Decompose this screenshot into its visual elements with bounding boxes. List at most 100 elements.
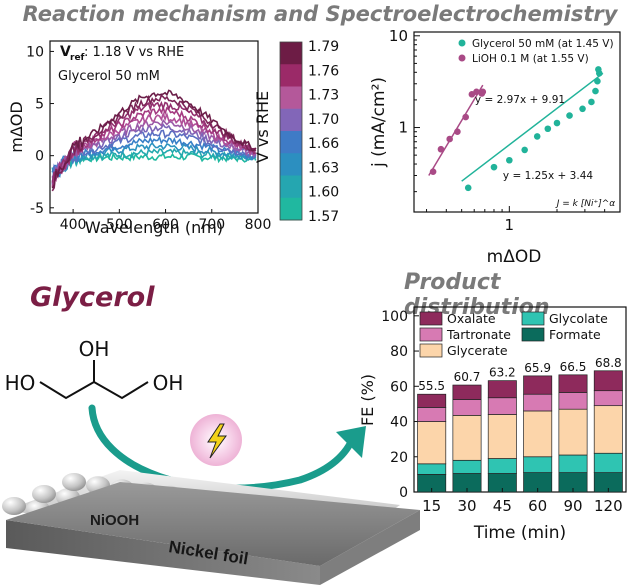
- potential-colorbar: 1.79 1.76 1.73 1.70 1.66 1.63 1.60 1.57: [279, 39, 339, 225]
- data-point-1-0: [429, 168, 437, 175]
- bar-segment-glycolate-60: [523, 456, 553, 473]
- product-ylabel: FE (%): [358, 374, 377, 426]
- bar-segment-glycolate-30: [452, 459, 482, 474]
- bar-segment-tartronate-30: [452, 399, 482, 416]
- kinetics-chart: 1 1 10 y = 1.25x + 3.44 y = 2.97x + 9.91 Gly…: [369, 27, 621, 267]
- glycerol-title: Glycerol: [30, 282, 155, 313]
- spectrum-line-1.6: [51, 147, 257, 179]
- bar-xtick-label-60: 60: [528, 497, 547, 515]
- colorbar-segment-6: [280, 175, 302, 199]
- fit-label-glycerol: y = 1.25x + 3.44: [503, 170, 593, 182]
- bar-xtick-label-120: 120: [594, 497, 623, 515]
- glycerol-structure: OH HO OH: [5, 337, 183, 400]
- bar-segment-glycerate-15: [417, 421, 447, 465]
- spectra-chart: 400 500 600 700 800 -5 0 5 10 V ref : 1.18 V vs …: [7, 39, 339, 237]
- vref-subscript: ref: [70, 53, 85, 63]
- data-point-0-4: [533, 133, 541, 140]
- legend-label-formate: Formate: [549, 327, 601, 342]
- bar-segment-glycerate-60: [523, 410, 553, 458]
- legend-label-glycolate: Glycolate: [549, 311, 608, 326]
- bar-segment-glycerate-45: [487, 414, 517, 459]
- legend-swatch-oxalate: [419, 311, 443, 326]
- kinetics-ylabel: j (mA/cm²): [369, 77, 389, 168]
- colorbar-segment-2: [280, 86, 302, 110]
- reaction-arrow-head: [336, 426, 366, 458]
- bar-segment-glycerate-90: [558, 408, 588, 456]
- colorbar-tick-1.66: 1.66: [308, 136, 339, 152]
- bar-segment-glycolate-120: [593, 452, 623, 473]
- data-point-0-7: [566, 112, 573, 119]
- legend-marker-1: [458, 54, 466, 62]
- kin-ytick-label-10: 10: [389, 27, 408, 45]
- colorbar-tick-1.76: 1.76: [308, 63, 339, 79]
- colorbar-segment-0: [280, 42, 302, 65]
- nickel-foil-top: [6, 482, 420, 566]
- legend-swatch-tartronate: [419, 327, 443, 342]
- spectra-xtick-label-700: 700: [198, 217, 225, 233]
- data-point-0-0: [464, 184, 472, 192]
- rate-law-equation: J = k [Ni⁺]^α: [555, 199, 616, 209]
- spectrum-line-1.75: [51, 105, 257, 187]
- vref-value: : 1.18 V vs RHE: [84, 45, 184, 60]
- bar-segment-tartronate-45: [487, 397, 517, 415]
- bar-ytick-label-20: 20: [390, 450, 408, 466]
- data-point-1-2: [446, 135, 453, 143]
- colorbar-tick-1.79: 1.79: [308, 39, 339, 55]
- spectra-ylabel: mΔOD: [7, 101, 26, 152]
- bar-total-label-45: 63.2: [489, 366, 516, 380]
- legend-label-0: Glycerol 50 mM (at 1.45 V): [472, 38, 614, 50]
- legend-swatch-glycerate: [419, 343, 443, 358]
- spectrum-line-1.63: [51, 141, 256, 182]
- page-title: Reaction mechanism and Spectroelectroche…: [22, 2, 618, 26]
- kinetics-legend: Glycerol 50 mM (at 1.45 V) LiOH 0.1 M (at…: [458, 38, 614, 65]
- data-point-0-11: [594, 77, 601, 85]
- lightning-bolt-icon: [207, 423, 227, 459]
- data-point-1-3: [454, 128, 461, 136]
- kinetics-xlabel: mΔOD: [487, 247, 542, 267]
- data-point-0-3: [521, 146, 528, 154]
- bar-ytick-label-80: 80: [390, 344, 408, 360]
- spectra-xtick-label-600: 600: [152, 217, 179, 233]
- bar-segment-oxalate-15: [417, 393, 447, 408]
- product-chart: 0 20 40 60 80 100 55.5 15 60.7 30 63.2 45 65.9 60 66.5…: [358, 306, 627, 543]
- bar-total-label-15: 55.5: [418, 379, 445, 393]
- bar-segment-glycolate-45: [487, 458, 517, 474]
- niooh-sphere-0-0: [2, 497, 26, 515]
- colorbar-segment-5: [280, 153, 302, 176]
- spectra-frame: [49, 40, 259, 214]
- data-point-0-8: [579, 105, 586, 113]
- kinetics-plot-group: 1 1 10 y = 1.25x + 3.44 y = 2.97x + 9.91: [389, 27, 606, 234]
- spectra-ytick-label-10: 10: [26, 44, 44, 60]
- bar-segment-tartronate-120: [593, 390, 623, 407]
- colorbar-segment-7: [280, 197, 302, 221]
- colorbar-segment-3: [280, 108, 302, 132]
- fit-label-lioh: y = 2.97x + 9.91: [475, 94, 565, 106]
- legend-swatch-formate: [521, 327, 545, 342]
- bar-segment-glycolate-90: [558, 454, 588, 473]
- bar-xtick-label-45: 45: [493, 497, 512, 515]
- fit-line-0: [461, 72, 604, 182]
- spectra-xtick-label-500: 500: [106, 217, 133, 233]
- bar-segment-oxalate-60: [523, 375, 553, 395]
- spectrum-line-1.68: [51, 129, 257, 185]
- colorbar-tick-1.63: 1.63: [308, 160, 339, 176]
- electrode: NiOOH Nickel foil: [2, 470, 420, 585]
- bar-ytick-label-0: 0: [399, 485, 408, 501]
- colorbar-tick-1.60: 1.60: [308, 185, 339, 201]
- data-point-1-6: [473, 88, 480, 96]
- colorbar-segment-4: [280, 131, 302, 154]
- legend-swatch-glycolate: [521, 311, 545, 326]
- bar-total-label-90: 66.5: [560, 360, 587, 374]
- bar-segment-tartronate-60: [523, 393, 553, 412]
- bar-segment-oxalate-90: [558, 374, 588, 393]
- spectra-axes: 400 500 600 700 800 -5 0 5 10: [26, 44, 271, 233]
- legend-label-glycerate: Glycerate: [447, 343, 508, 358]
- bar-total-label-60: 65.9: [524, 361, 551, 375]
- bar-segment-glycerate-30: [452, 415, 482, 461]
- colorbar-segment-1: [280, 64, 302, 87]
- data-point-0-9: [588, 98, 595, 106]
- nickel-foil-front: [6, 520, 320, 585]
- spectra-xtick-label-800: 800: [245, 217, 272, 233]
- niooh-sphere-1-0: [32, 485, 56, 503]
- bar-segment-tartronate-15: [417, 407, 447, 422]
